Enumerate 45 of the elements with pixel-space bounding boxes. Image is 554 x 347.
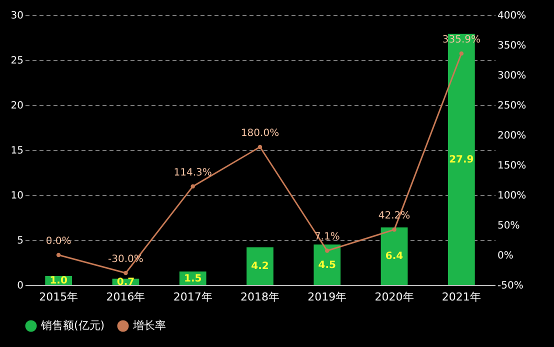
- data-label: 180.0%: [240, 128, 280, 139]
- x-tick-label: 2018年: [240, 290, 280, 304]
- point: [124, 270, 128, 276]
- data-label: 6.4: [385, 251, 404, 262]
- x-tick-label: 2019年: [308, 290, 347, 304]
- data-label: 1.0: [50, 276, 68, 286]
- y-tick-label: 5: [17, 236, 24, 246]
- data-label: 4.5: [318, 260, 336, 271]
- bar: [314, 244, 341, 285]
- bar: [246, 247, 274, 285]
- y2-tick-label: 250%: [498, 100, 526, 112]
- y2-tick-label: 400%: [498, 10, 526, 22]
- point: [56, 252, 61, 258]
- x-tick-label: 2016年: [106, 290, 146, 304]
- y2-tick-label: 150%: [498, 160, 526, 172]
- data-label: 27.9: [449, 154, 474, 166]
- y2-tick-label: 200%: [498, 130, 526, 142]
- y-tick-label: 20: [10, 100, 24, 112]
- legend-label: 增长率: [132, 319, 166, 332]
- x-tick-label: 2020年: [374, 290, 414, 304]
- point: [459, 51, 464, 56]
- x-tick-label: 2017年: [173, 290, 212, 304]
- y-tick-label: 15: [10, 146, 24, 156]
- x-tick-label: 2015年: [39, 290, 78, 304]
- data-label: 4.2: [251, 261, 269, 272]
- y-tick-label: 30: [10, 10, 24, 22]
- y2-tick-label: 0%: [498, 250, 514, 262]
- y2-tick-label: 100%: [498, 190, 526, 202]
- y2-tick-label: -50%: [498, 280, 524, 292]
- y-tick-label: 10: [10, 190, 24, 202]
- y2-tick-label: 50%: [498, 220, 520, 232]
- point: [258, 144, 262, 150]
- y-tick-label: 0: [17, 280, 24, 292]
- data-label: 1.5: [184, 273, 202, 284]
- legend-label: 销售额(亿元): [40, 319, 105, 332]
- y-tick-label: 25: [10, 56, 24, 66]
- y2-tick-label: 300%: [498, 70, 526, 82]
- y2-tick-label: 350%: [498, 40, 526, 52]
- data-label: 0.0%: [46, 236, 72, 247]
- point: [325, 248, 330, 253]
- data-label: 114.3%: [174, 167, 212, 178]
- bar: [380, 227, 408, 285]
- x-tick-label: 2021年: [442, 290, 481, 304]
- point: [392, 228, 396, 232]
- point: [190, 184, 195, 189]
